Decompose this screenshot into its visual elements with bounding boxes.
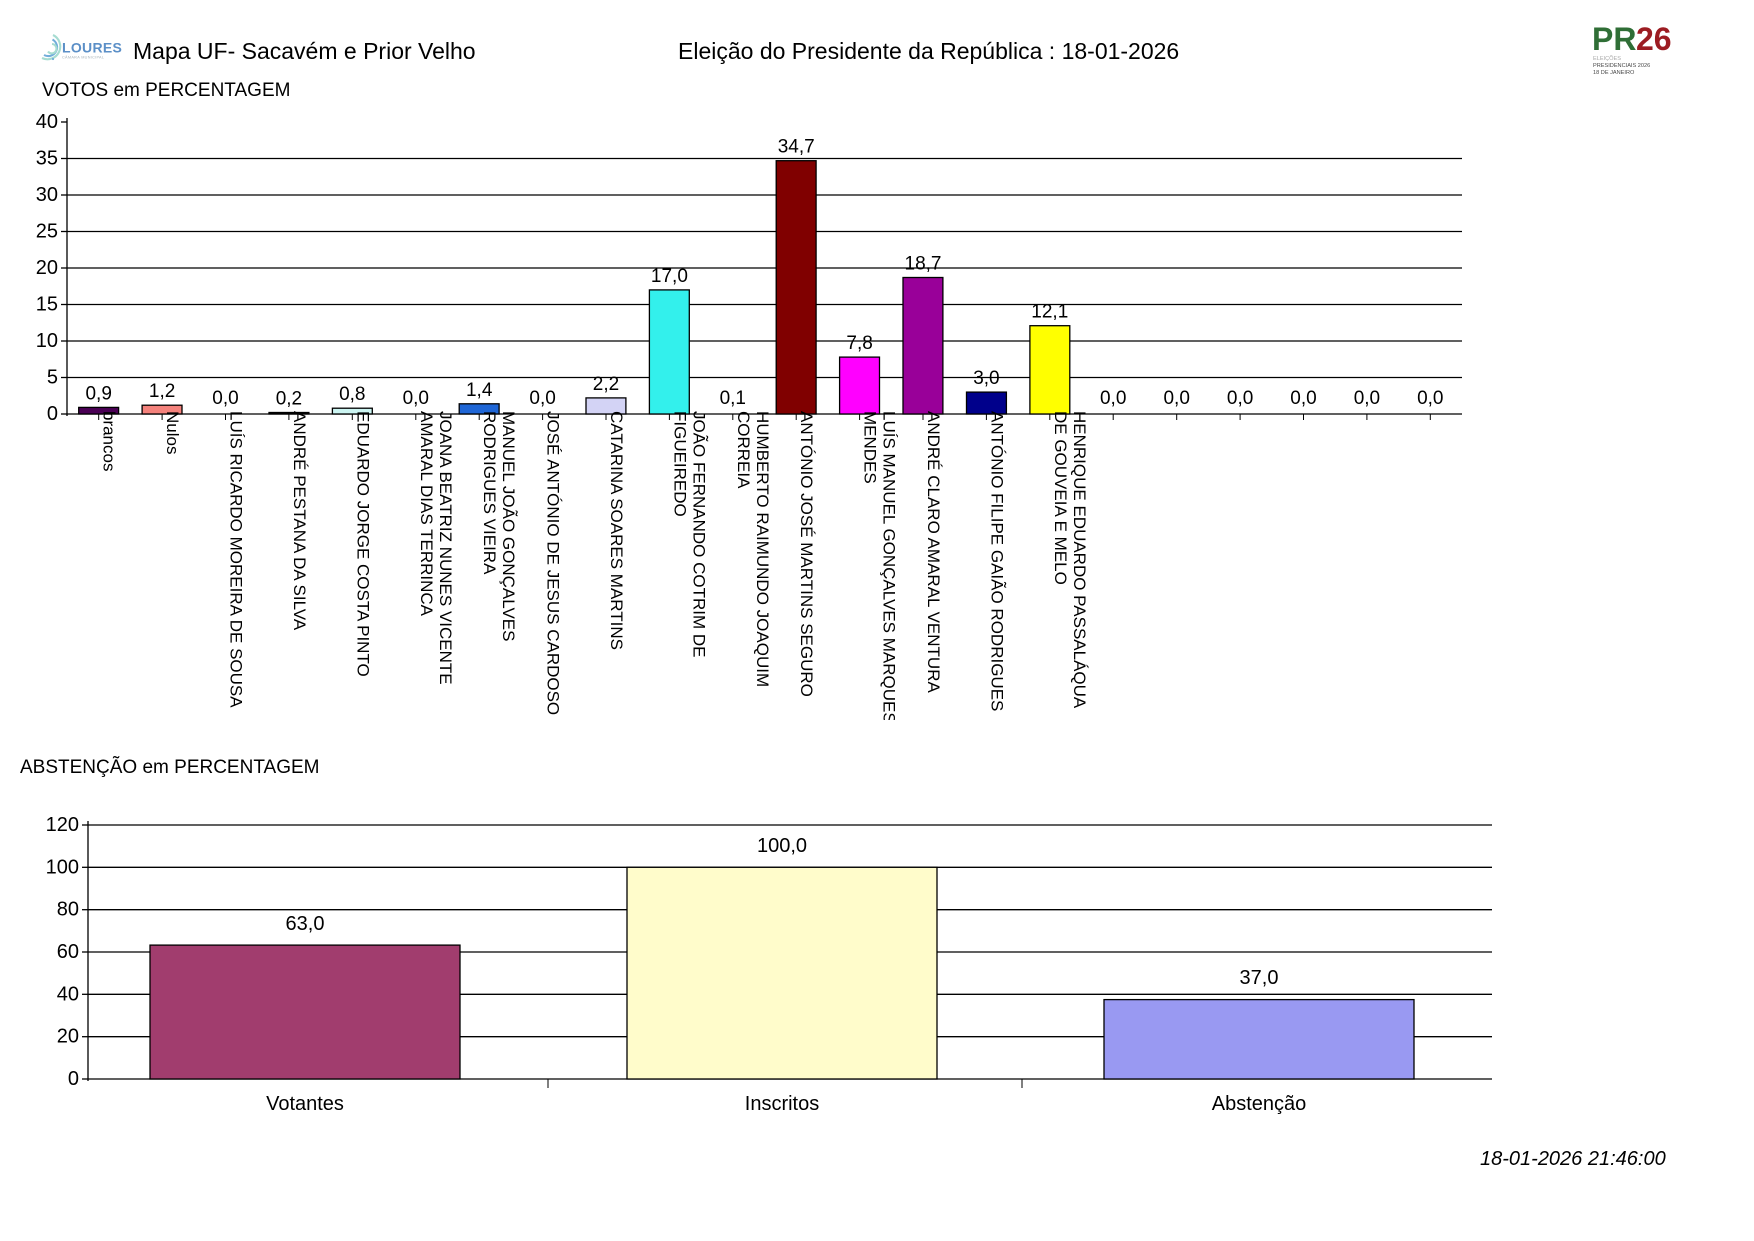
svg-text:37,0: 37,0 xyxy=(1240,967,1279,989)
svg-text:63,0: 63,0 xyxy=(286,913,325,935)
svg-text:Votantes: Votantes xyxy=(266,1093,344,1115)
svg-text:20: 20 xyxy=(57,1026,79,1048)
svg-text:60: 60 xyxy=(57,941,79,963)
svg-text:0: 0 xyxy=(68,1068,79,1090)
svg-text:80: 80 xyxy=(57,899,79,921)
svg-text:40: 40 xyxy=(57,983,79,1005)
svg-text:100,0: 100,0 xyxy=(757,835,807,857)
svg-text:Abstenção: Abstenção xyxy=(1212,1093,1307,1115)
svg-text:120: 120 xyxy=(46,814,79,836)
svg-text:100: 100 xyxy=(46,856,79,878)
svg-text:Inscritos: Inscritos xyxy=(745,1093,819,1115)
